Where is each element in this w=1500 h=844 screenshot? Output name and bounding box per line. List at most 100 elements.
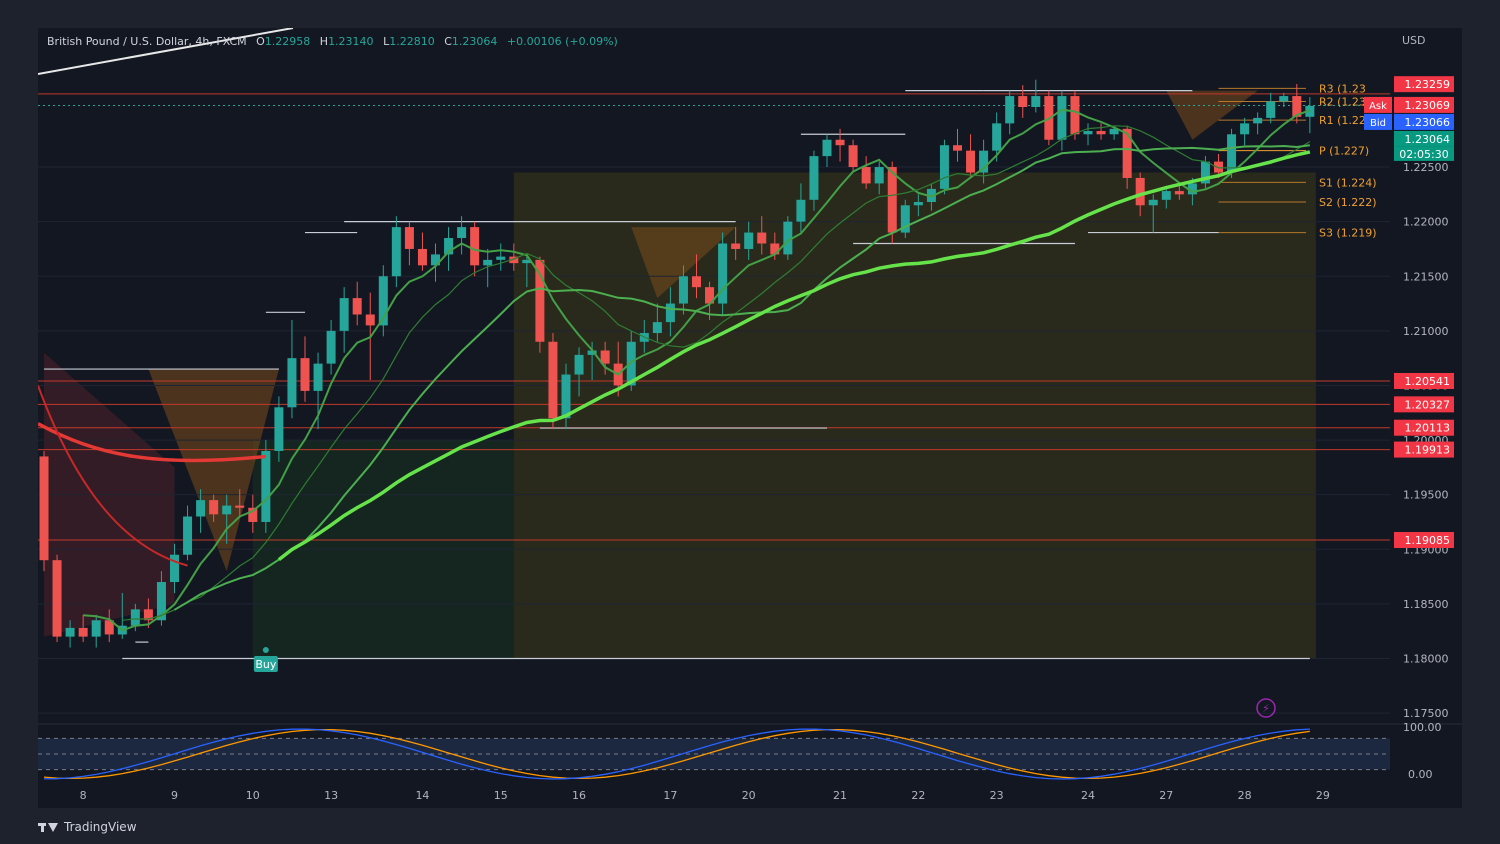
candle-body xyxy=(887,167,897,233)
time-tick-label: 8 xyxy=(80,789,87,802)
candle xyxy=(391,216,401,288)
candle-body xyxy=(170,554,179,583)
candle-body xyxy=(705,287,715,304)
candle xyxy=(509,243,519,271)
candle xyxy=(718,232,728,315)
candle xyxy=(522,254,532,288)
buy-marker xyxy=(253,656,278,673)
candle xyxy=(326,319,336,375)
sell-zone xyxy=(1166,90,1258,140)
candle xyxy=(1253,112,1263,135)
ma-mid xyxy=(122,125,1311,621)
candle-body xyxy=(770,243,780,255)
currency-label[interactable]: USD xyxy=(1402,34,1426,47)
price-label-box xyxy=(1394,419,1454,436)
price-tick-label: 1.22500 xyxy=(1403,161,1449,174)
candle xyxy=(404,221,414,266)
candle-body xyxy=(692,276,701,288)
pivot-label: R3 (1.23 xyxy=(1319,82,1366,95)
candle-body xyxy=(130,609,140,626)
price-label-value: 1.20113 xyxy=(1405,422,1451,435)
candle xyxy=(1070,90,1080,140)
candle-body xyxy=(718,243,728,304)
candle-body xyxy=(1279,96,1289,102)
candle xyxy=(1057,90,1067,151)
price-label-box xyxy=(1394,130,1454,147)
price-label-box xyxy=(1394,441,1454,458)
time-tick-label: 10 xyxy=(246,789,260,802)
brand-name: TradingView xyxy=(64,820,137,834)
candle-body xyxy=(1174,191,1184,195)
price-label-value: 1.20541 xyxy=(1405,375,1451,388)
price-label-value: 1.23064 xyxy=(1405,133,1451,146)
candle xyxy=(1279,92,1289,107)
candle-body xyxy=(1148,199,1158,206)
candle-body xyxy=(65,627,75,637)
header-symbol[interactable]: British Pound / U.S. Dollar, 4h, FXCM O1… xyxy=(47,35,618,48)
candle xyxy=(496,243,506,271)
candle-body xyxy=(143,609,153,621)
candle-body xyxy=(365,314,375,326)
pivot-label: P (1.227) xyxy=(1319,145,1369,158)
candle-body xyxy=(39,456,49,561)
price-axis-label: 1.19913 xyxy=(1394,441,1454,458)
time-tick-label: 27 xyxy=(1159,789,1173,802)
candle xyxy=(1148,194,1158,233)
candle-body xyxy=(992,123,1002,151)
candle-body xyxy=(156,582,166,621)
price-label-box xyxy=(1394,396,1454,413)
candle-body xyxy=(1227,134,1237,173)
osc-k-line xyxy=(43,728,1310,780)
candle-body xyxy=(1187,183,1197,195)
candle-body xyxy=(378,276,388,326)
candle xyxy=(457,216,467,255)
price-label-box xyxy=(1394,113,1454,130)
candle-body xyxy=(339,298,349,331)
candle xyxy=(953,128,962,162)
time-tick-label: 28 xyxy=(1238,789,1252,802)
candle xyxy=(431,243,440,282)
candle xyxy=(809,150,819,211)
candle-body xyxy=(457,227,467,239)
candle xyxy=(874,161,884,195)
pivot-label: R2 (1.231) xyxy=(1319,96,1377,109)
candle-body xyxy=(678,276,688,304)
candle-body xyxy=(835,139,845,146)
candle xyxy=(1240,117,1250,146)
ma-red-fast xyxy=(37,385,188,567)
candle-body xyxy=(796,199,806,222)
candle xyxy=(900,199,910,239)
sell-zone xyxy=(148,369,279,572)
candle xyxy=(444,227,454,271)
price-axis-label: 1.20113 xyxy=(1394,419,1454,436)
time-tick-label: 24 xyxy=(1081,789,1095,802)
price-label-value: 1.23069 xyxy=(1405,99,1451,112)
candle xyxy=(992,112,1002,162)
price-label-value: 1.23259 xyxy=(1405,78,1451,91)
candle-body xyxy=(509,256,519,264)
candle-body xyxy=(574,354,584,375)
candle xyxy=(235,489,245,517)
pivot-label: S3 (1.219) xyxy=(1319,227,1377,240)
candle xyxy=(796,183,806,233)
chart-pane[interactable]: R3 (1.23 R2 (1.231) R1 (1.229) P (1.227) S1 … xyxy=(37,27,1462,808)
candle xyxy=(156,571,166,626)
candle-body xyxy=(496,256,506,260)
price-tick-label: 1.21500 xyxy=(1403,270,1449,283)
candle-body xyxy=(1096,131,1106,135)
candle xyxy=(261,440,271,533)
candle-body xyxy=(861,167,871,184)
candle-body xyxy=(1161,191,1171,200)
candle xyxy=(287,319,297,419)
ma-long xyxy=(277,150,1311,561)
candle xyxy=(692,254,701,299)
candle xyxy=(104,609,114,643)
candle xyxy=(78,614,88,643)
candle xyxy=(483,248,493,288)
brand-footer[interactable]: TradingView xyxy=(38,816,137,838)
candle-body xyxy=(1109,128,1119,135)
candle-body xyxy=(1005,96,1015,124)
candle xyxy=(91,614,101,648)
